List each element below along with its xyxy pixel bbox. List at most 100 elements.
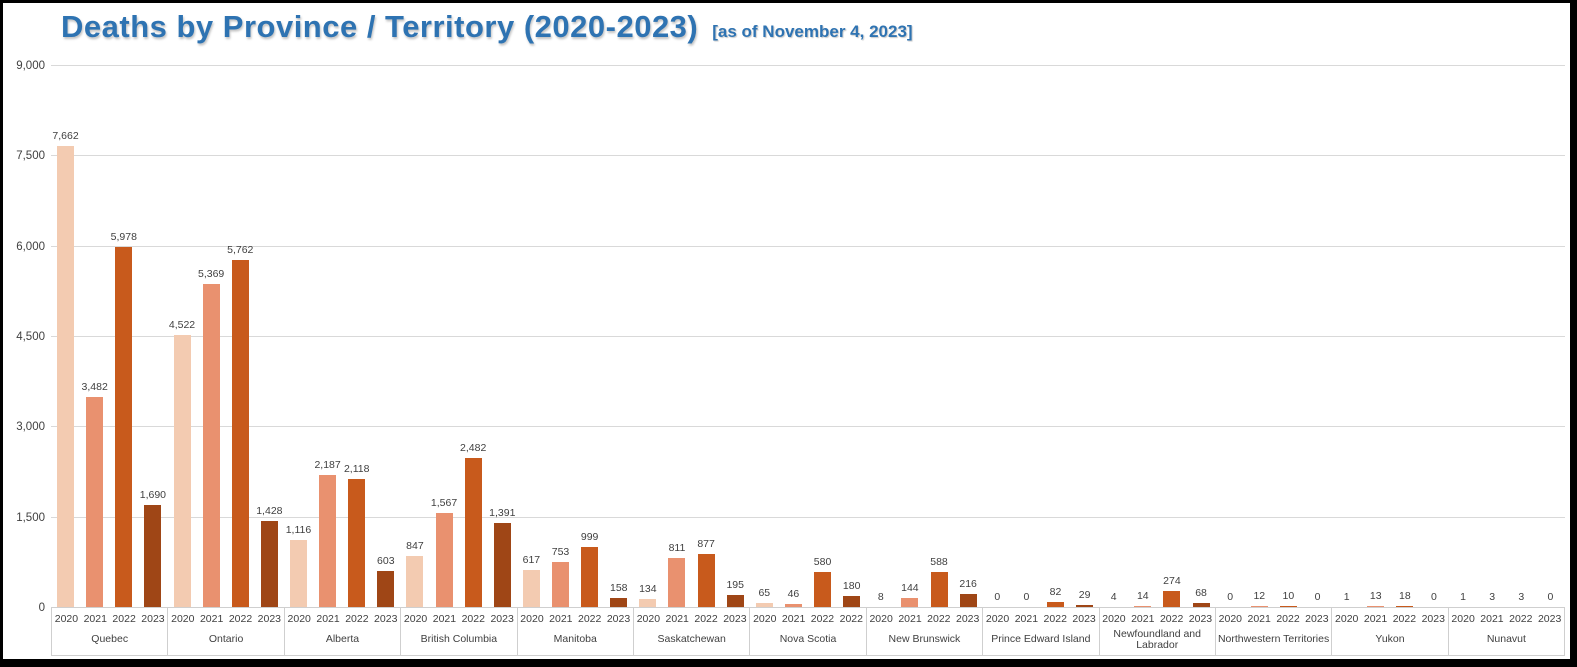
year-label: 2021 xyxy=(1131,613,1155,625)
year-label: 2023 xyxy=(490,613,514,625)
province-label: Yukon xyxy=(1375,633,1405,645)
bar-value-label: 7,662 xyxy=(52,129,79,142)
axis-group-saskatchewan: 2020 2021 2022 2023 Saskatchewan xyxy=(634,608,751,655)
chart-header: Deaths by Province / Territory (2020-202… xyxy=(61,9,913,45)
year-label: 2022 xyxy=(577,613,602,625)
bar-alberta-2021 xyxy=(319,475,337,607)
year-label: 2022 xyxy=(1159,613,1184,625)
year-labels-row: 2020 2021 2022 2023 xyxy=(401,608,516,625)
gridline-9000 xyxy=(51,65,1565,66)
year-label: 2023 xyxy=(1421,613,1445,625)
bar-british-columbia-2020 xyxy=(406,556,424,607)
year-label: 2022 xyxy=(694,613,718,625)
year-label: 2021 xyxy=(1247,613,1271,625)
bar-ontario-2023 xyxy=(260,521,278,607)
province-label: Prince Edward Island xyxy=(991,633,1091,645)
year-labels-row: 2020 2021 2022 2023 xyxy=(52,608,167,625)
bar-nova-scotia-2021 xyxy=(784,604,802,607)
axis-group-yukon: 2020 2021 2022 2023 Yukon xyxy=(1332,608,1449,655)
year-label: 2023 xyxy=(1537,613,1562,625)
bar-quebec-2020 xyxy=(57,145,75,607)
bar-value-label: 811 xyxy=(668,542,686,555)
bar-ontario-2022 xyxy=(231,260,249,607)
axis-group-nova-scotia: 2020 2021 2022 2022 Nova Scotia xyxy=(750,608,867,655)
year-labels-row: 2020 2021 2022 2023 xyxy=(1216,608,1331,625)
axis-group-nunavut: 2020 2021 2022 2023 Nunavut xyxy=(1449,608,1564,655)
bar-value-label: 753 xyxy=(551,545,570,558)
bar-value-label: 3 xyxy=(1489,590,1496,603)
bar-value-label: 46 xyxy=(787,588,800,601)
page-subtitle: [as of November 4, 2023] xyxy=(712,22,913,41)
province-label: New Brunswick xyxy=(888,633,961,645)
bar-northwestern-territories-2021 xyxy=(1250,606,1268,607)
year-label: 2020 xyxy=(869,613,893,625)
province-label: Alberta xyxy=(325,633,360,645)
y-tick-label: 4,500 xyxy=(16,331,45,343)
bar-value-label: 603 xyxy=(377,554,395,567)
bar-value-label: 14 xyxy=(1136,590,1149,603)
year-labels-row: 2020 2021 2022 2023 xyxy=(983,608,1098,625)
year-label: 2022 xyxy=(112,613,136,625)
year-label: 2021 xyxy=(665,613,689,625)
year-label: 2023 xyxy=(141,613,165,625)
bar-manitoba-2022 xyxy=(581,546,599,607)
bar-value-label: 144 xyxy=(901,582,919,595)
bar-value-label: 180 xyxy=(842,580,861,593)
bar-value-label: 4 xyxy=(1110,590,1117,603)
year-label: 2021 xyxy=(432,613,457,625)
province-label: Nova Scotia xyxy=(779,633,837,645)
bar-value-label: 13 xyxy=(1369,590,1382,603)
bar-nova-scotia-2023 xyxy=(843,596,861,607)
bar-value-label: 12 xyxy=(1253,590,1266,603)
year-label: 2020 xyxy=(985,613,1010,625)
y-tick-label: 7,500 xyxy=(16,150,45,163)
bar-new-brunswick-2022 xyxy=(930,571,948,607)
bar-manitoba-2023 xyxy=(610,597,628,607)
bar-value-label: 1 xyxy=(1460,590,1467,603)
y-tick-label: 6,000 xyxy=(16,240,45,253)
bar-newfoundland-and-labrador-2021 xyxy=(1134,606,1152,607)
bar-newfoundland-and-labrador-2023 xyxy=(1192,602,1210,607)
y-tick-label: 1,500 xyxy=(16,511,45,524)
year-label: 2020 xyxy=(636,613,661,625)
year-labels-row: 2020 2021 2022 2023 xyxy=(1449,608,1564,625)
bar-value-label: 0 xyxy=(1023,591,1030,603)
bar-quebec-2021 xyxy=(86,397,104,607)
bar-value-label: 2,187 xyxy=(314,459,341,472)
gridline-7500 xyxy=(51,155,1565,157)
bar-value-label: 5,762 xyxy=(227,244,254,256)
bar-yukon-2021 xyxy=(1367,606,1385,607)
bar-quebec-2022 xyxy=(115,247,133,607)
bar-prince-edward-island-2023 xyxy=(1076,605,1094,607)
bar-value-label: 0 xyxy=(1431,591,1437,603)
year-label: 2020 xyxy=(753,613,777,625)
province-label: Newfoundland and Labrador xyxy=(1113,627,1201,651)
bar-manitoba-2021 xyxy=(552,561,570,607)
year-label: 2021 xyxy=(898,613,922,625)
axis-group-ontario: 2020 2021 2022 2023 Ontario xyxy=(168,608,285,655)
province-label: Nunavut xyxy=(1486,633,1526,645)
year-labels-row: 2020 2021 2022 2023 xyxy=(1332,608,1447,625)
year-label: 2023 xyxy=(1072,613,1096,625)
bar-saskatchewan-2020 xyxy=(639,598,657,607)
year-labels-row: 2020 2021 2022 2023 xyxy=(867,608,982,625)
year-label: 2022 xyxy=(927,613,951,625)
province-label: Saskatchewan xyxy=(657,633,726,645)
axis-group-newfoundland-and-labrador: 2020 2021 2022 2023 Newfoundland and Labrado… xyxy=(1100,608,1216,655)
bar-yukon-2022 xyxy=(1396,605,1414,607)
year-label: 2022 xyxy=(1509,613,1533,625)
page-title: Deaths by Province / Territory (2020-202… xyxy=(61,9,699,44)
bar-saskatchewan-2022 xyxy=(697,554,715,607)
bar-value-label: 158 xyxy=(609,581,628,594)
bar-nova-scotia-2020 xyxy=(755,603,773,607)
bar-value-label: 1,567 xyxy=(430,496,458,509)
bar-value-label: 134 xyxy=(639,582,657,595)
year-labels-row: 2020 2021 2022 2023 xyxy=(168,608,283,625)
gridline-6000 xyxy=(51,245,1565,247)
bar-value-label: 10 xyxy=(1282,590,1295,603)
bar-newfoundland-and-labrador-2022 xyxy=(1163,590,1181,607)
axis-group-british-columbia: 2020 2021 2022 2023 British Columbia xyxy=(401,608,518,655)
bar-value-label: 0 xyxy=(994,591,1001,603)
year-label: 2022 xyxy=(839,613,863,625)
bar-value-label: 2,482 xyxy=(460,441,487,454)
